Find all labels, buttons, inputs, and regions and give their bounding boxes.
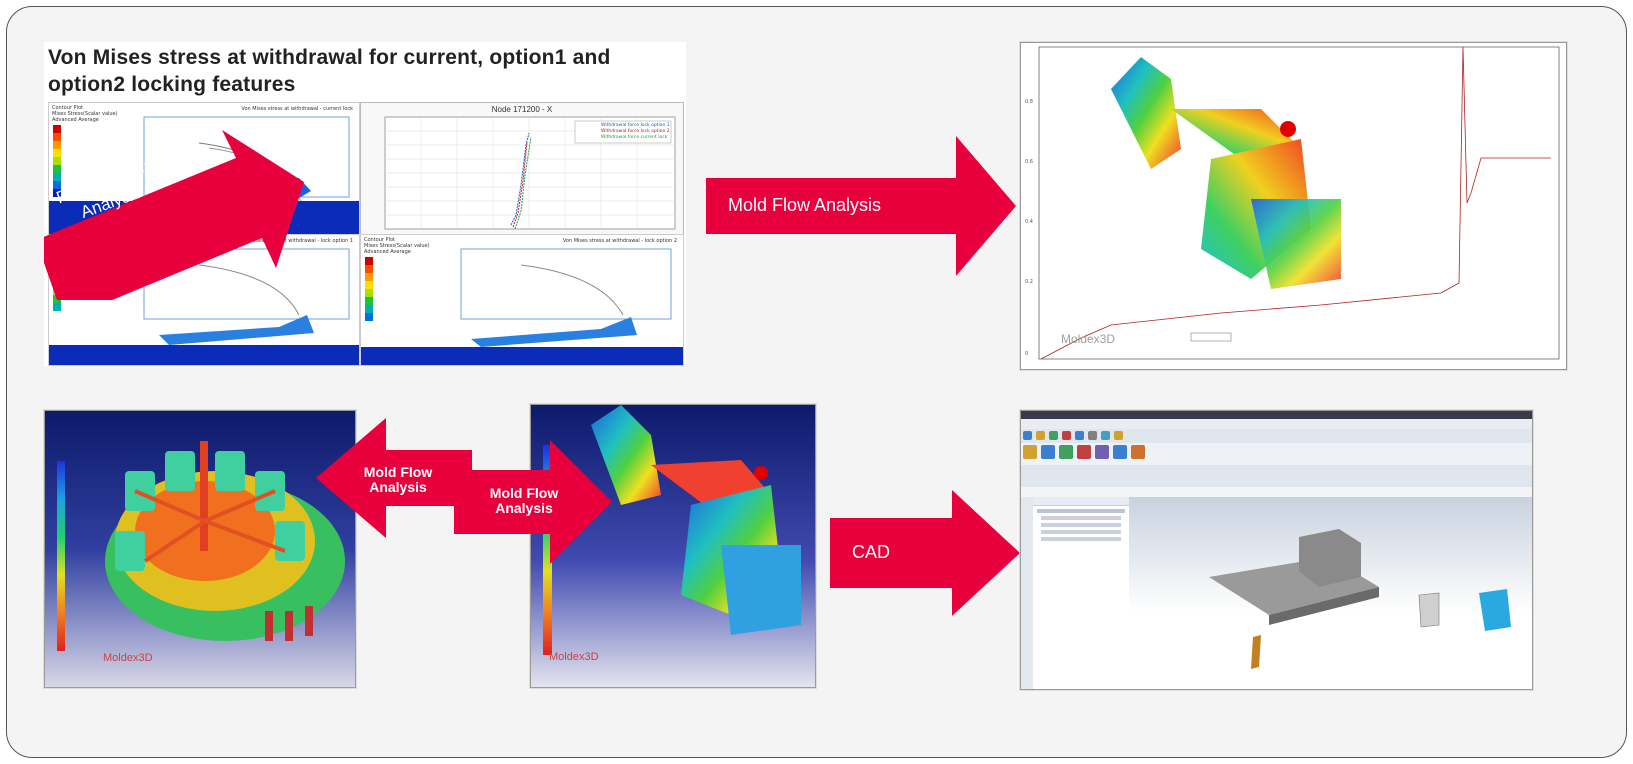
fea-panel: Von Mises stress at withdrawal for curre… [44,42,686,366]
radial-part-3d: Moldex3D [103,441,345,664]
svg-text:0.6: 0.6 [1025,159,1033,165]
stress-legend-bar-3 [365,257,373,321]
part-3d: Moldex3D [549,405,801,663]
mold-flow-arrow-right-label: Mold Flow Analysis [489,485,559,516]
fea-title-line2: option2 locking features [48,73,296,96]
stress-legend-bar [53,125,61,197]
graph-legend: Withdrawal force lock option 1 Withdrawa… [601,123,670,141]
svg-text:0.4: 0.4 [1025,219,1033,225]
svg-text:0.8: 0.8 [1025,99,1033,105]
cad-toolbar-1 [1021,429,1532,444]
cad-model [1209,529,1511,669]
legend-title: Contour Plot [52,105,83,111]
graph-legend-series-3: Withdrawal force current lock [601,135,668,140]
mold-flow-arrow-top [706,136,1016,276]
moldex-watermark-1: Moldex3D [1061,332,1115,346]
moldflow-part-panel: Moldex3D [530,404,816,688]
cad-panel [1020,410,1533,690]
graph-plot [384,116,676,230]
legend-title-2: Contour Plot [364,237,395,243]
legend-avg-2: Advanced Average [364,249,411,255]
legend-sub-2: Mises Stress(Scalar value) [364,243,430,249]
sub-title-opt2: Von Mises stress at withdrawal - lock op… [562,238,677,244]
svg-text:0.2: 0.2 [1025,279,1033,285]
mold-flow-arrow-left-label: Mold Flow Analysis [363,464,433,495]
fea-arrow [44,130,304,300]
cad-arrow-label: CAD [852,542,891,562]
contour-shape-opt2 [361,248,683,365]
moldflow-graph-panel: 0.8 0.6 0.4 0.2 0 Moldex3D [1020,42,1567,370]
fea-contour-option1: Von Mises stress at withdrawal - lock op… [48,234,360,366]
fea-title: Von Mises stress at withdrawal for curre… [48,44,611,98]
graph-title: Node 171200 - X [491,105,553,114]
mold-flow-arrow-top-label: Mold Flow Analysis [728,195,882,215]
part-legend-bar [543,445,552,655]
legend-block-2: Contour Plot Mises Stress(Scalar value) … [364,237,430,255]
graph-legend-series-2: Withdrawal force lock option 2 [601,129,670,134]
radial-legend-bar [57,461,65,651]
cad-part-navigator [1033,497,1130,689]
cad-viewport [1129,497,1532,689]
fea-contour-option2: Von Mises stress at withdrawal - lock op… [360,234,684,366]
legend-sub: Mises Stress(Scalar value) [52,111,118,117]
sub-title-current: Von Mises stress at withdrawal - current… [241,106,353,112]
cad-arrow [830,490,1020,616]
moldex-watermark-2: Moldex3D [103,652,153,664]
mold-flow-arrow-left [316,418,472,538]
moldex-watermark-3: Moldex3D [549,651,599,663]
moldflow-radial-panel: Moldex3D [44,410,356,688]
svg-text:0: 0 [1025,351,1028,357]
moldflow-part-3d [1111,57,1341,289]
sub-title-opt1: Von Mises stress at withdrawal - lock op… [238,238,353,244]
cad-ribbon [1021,443,1532,466]
legend-avg: Advanced Average [52,117,99,123]
fea-title-line1: Von Mises stress at withdrawal for curre… [48,46,611,69]
mold-flow-arrow-right [454,440,612,564]
graph-legend-series-1: Withdrawal force lock option 1 [601,123,670,128]
